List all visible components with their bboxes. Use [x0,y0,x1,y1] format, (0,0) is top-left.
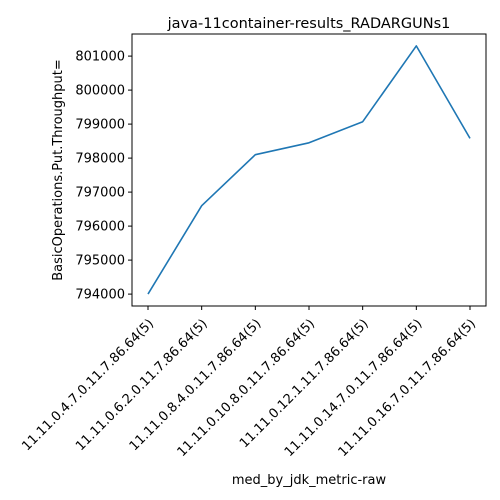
y-axis: 794000 795000 796000 797000 798000 799000 8000… [75,50,132,303]
y-tick-label: 795000 [75,254,125,269]
x-axis: 11.11.0.4.7.0.11.7.86.64(5)11.11.0.6.2.0… [19,306,479,460]
chart-title: java-11container-results_RADARGUNs1 [167,16,451,32]
y-tick-label: 801000 [75,50,125,65]
y-axis-label: BasicOperations.Put.Throughput= [51,59,66,281]
series-layer [147,45,471,295]
series-line [147,45,471,295]
y-tick-label: 798000 [75,152,125,167]
x-axis-label: med_by_jdk_metric-raw [232,473,387,488]
y-tick-label: 796000 [75,220,125,235]
y-tick-label: 800000 [75,84,125,99]
y-tick-label: 797000 [75,186,125,201]
y-tick-label: 799000 [75,118,125,133]
y-tick-label: 794000 [75,288,125,303]
